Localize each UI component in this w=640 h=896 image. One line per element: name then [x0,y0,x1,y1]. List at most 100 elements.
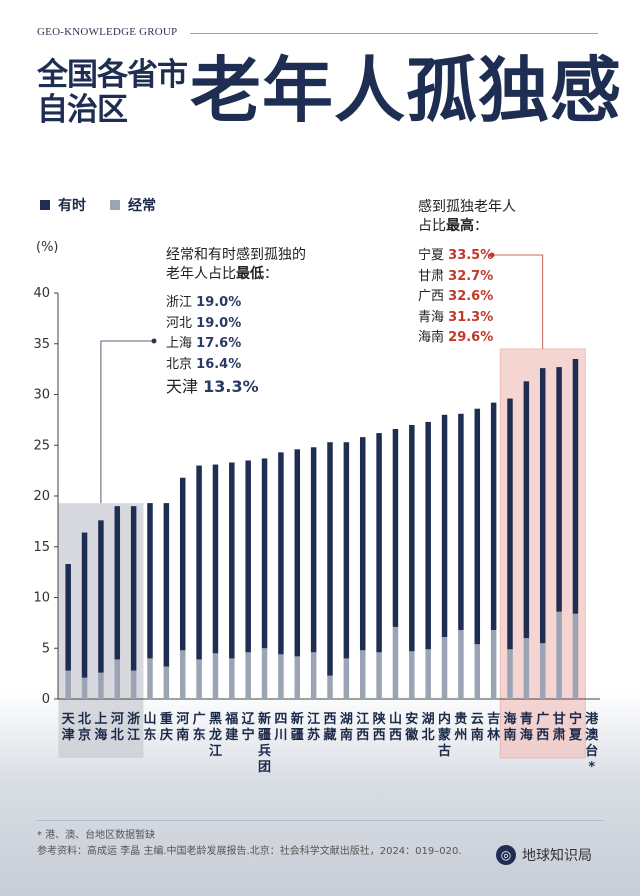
bar-often [147,658,153,699]
high-item-value: 32.6% [448,289,494,304]
bar-sometimes [179,477,186,651]
high-title-line2: 占比 [418,218,446,234]
x-tick-label: 山东 [143,711,156,743]
bar-often [179,650,186,699]
bar-sometimes [163,503,170,667]
bar-often [441,637,448,699]
high-item-name: 广西 [418,289,445,304]
globe-icon: ◎ [496,845,516,865]
bar-often [376,652,382,699]
low-item-name: 河北 [166,315,193,331]
x-tick-label: 北京 [78,712,91,743]
x-tick-label: 江苏 [307,711,320,743]
bar-sometimes [261,458,268,649]
low-item-name: 北京 [166,356,193,372]
bar-sometimes [310,447,317,653]
bar-often [359,650,366,699]
high-list-item: 青海 31.3% [418,308,493,329]
high-list-item: 宁夏 33.5% [418,246,493,267]
x-tick-label: 新疆兵团 [258,711,271,775]
high-annotation-title: 感到孤独老年人 占比最高： [418,198,516,236]
y-tick-label: 0 [42,692,50,707]
low-title-line2: 老年人占比 [166,266,236,282]
x-tick-label: 广东 [193,711,206,743]
x-tick-label: 海南 [503,711,516,743]
bar-sometimes [196,465,202,660]
high-item-name: 甘肃 [418,268,445,284]
bar-sometimes [572,358,579,614]
x-tick-label: 西藏 [323,712,336,743]
x-tick-label: 辽宁 [242,712,256,743]
low-title-bold: 最低 [236,266,264,282]
bar-often [229,658,235,699]
bar-often [556,611,562,699]
bar-sometimes [556,367,562,612]
bar-sometimes [458,413,464,630]
high-title-line1: 感到孤独老年人 [418,199,516,215]
y-tick-label: 40 [33,286,50,301]
x-tick-label: 河南 [176,711,189,743]
high-item-value: 32.7% [448,268,494,284]
low-list-item: 浙江 19.0% [166,293,259,314]
x-tick-label: 青海 [520,711,533,743]
high-item-name: 宁夏 [418,248,445,263]
footer-rule [37,820,603,821]
low-item-value: 17.6% [196,336,242,351]
bar-often [523,638,530,699]
y-tick-label: 30 [33,388,50,403]
bar-sometimes [327,442,333,676]
footer-note: * 港、澳、台地区数据暂缺 [37,830,156,841]
bar-sometimes [474,408,481,645]
bar-often [392,626,399,699]
low-annotation-title: 经常和有时感到孤独的 老年人占比最低： [166,246,306,284]
legend-label-often: 经常 [128,198,156,214]
bar-sometimes [425,421,431,650]
bar-often [114,659,121,699]
bar-sometimes [539,368,546,644]
x-tick-label: 甘肃 [553,711,566,743]
high-title-bold: 最高 [446,218,474,234]
bar-sometimes [392,429,399,627]
y-tick-label: 5 [42,641,50,656]
title-right: 老年人孤独感 [190,48,623,132]
bar-sometimes [278,452,284,655]
high-leader-line [492,254,544,349]
legend-swatch-sometimes [40,200,50,210]
y-tick-label: 35 [33,337,50,352]
x-tick-label: 湖北 [422,712,435,743]
y-tick-label: 15 [33,540,50,555]
x-tick-label: 上海 [94,712,107,743]
y-axis-unit: (%) [36,240,59,255]
high-list: 宁夏 33.5% 甘肃 32.7% 广西 32.6% 青海 31.3% 海南 2… [418,246,493,349]
y-tick-label: 25 [33,438,50,453]
bar-sometimes [523,381,530,639]
low-list-item: 天津 13.3% [166,375,259,399]
low-title-line1: 经常和有时感到孤独的 [166,247,306,263]
low-title-end: ： [264,266,278,282]
low-leader-dot [151,338,157,344]
x-tick-label: 浙江 [127,711,140,743]
bar-sometimes [507,398,513,650]
bar-sometimes [130,506,137,671]
x-tick-label: 内蒙古 [438,711,451,759]
bar-often [507,649,513,699]
low-item-value: 16.4% [196,356,242,372]
bar-sometimes [376,433,382,653]
bar-sometimes [245,460,251,653]
bar-sometimes [441,414,448,638]
low-list-item: 北京 16.4% [166,355,259,376]
bar-sometimes [147,503,153,659]
x-tick-label: 湖南 [340,712,353,743]
low-item-value: 19.0% [196,315,242,331]
bar-sometimes [409,424,415,652]
low-list: 浙江 19.0% 河北 19.0% 上海 17.6% 北京 16.4% 天津 1… [166,293,259,399]
high-item-value: 33.5% [448,248,494,263]
x-tick-label: 云南 [471,712,484,743]
bar-sometimes [212,464,219,654]
high-item-name: 海南 [418,330,445,345]
high-item-name: 青海 [418,309,445,325]
x-tick-label: 宁夏 [568,711,583,743]
bar-sometimes [114,506,121,660]
high-list-item: 海南 29.6% [418,328,493,349]
